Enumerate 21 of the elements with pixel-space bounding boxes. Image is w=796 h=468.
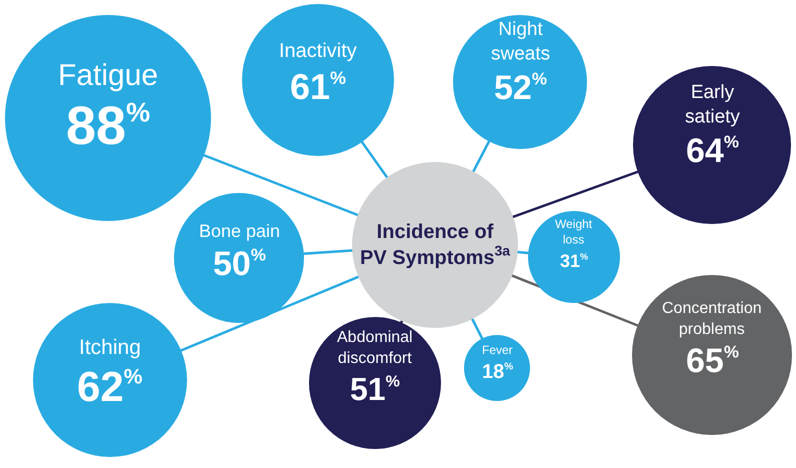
category-label: Weight loss	[555, 217, 593, 247]
data-label: 62$^{%}$	[77, 363, 143, 410]
category-label: Night sweats	[491, 19, 550, 65]
data-label: 52$^{%}$	[494, 69, 547, 107]
data-label: 65$^{%}$	[686, 342, 739, 380]
data-label: 61$^{%}$	[290, 66, 346, 107]
category-label: Inactivity	[279, 40, 357, 62]
data-label: 50$^{%}$	[213, 245, 266, 283]
category-label: Fatigue	[58, 59, 158, 92]
data-label: 88$^{%}$	[66, 96, 150, 156]
category-label: Early satiety	[685, 82, 740, 128]
text: Incidence of PV Symptoms$^{3a}$	[360, 221, 510, 269]
category-label: Fever	[482, 343, 513, 357]
category-label: Concentration problems	[662, 300, 762, 338]
data-label: 18$^{%}$	[482, 361, 514, 383]
category-label: Bone pain	[199, 221, 280, 241]
data-label: 31$^{%}$	[560, 251, 588, 271]
data-label: 64$^{%}$	[686, 132, 739, 170]
category-label: Itching	[79, 336, 141, 359]
category-label: Abdominal discomfort	[337, 329, 413, 367]
data-label: 51$^{%}$	[350, 371, 400, 407]
